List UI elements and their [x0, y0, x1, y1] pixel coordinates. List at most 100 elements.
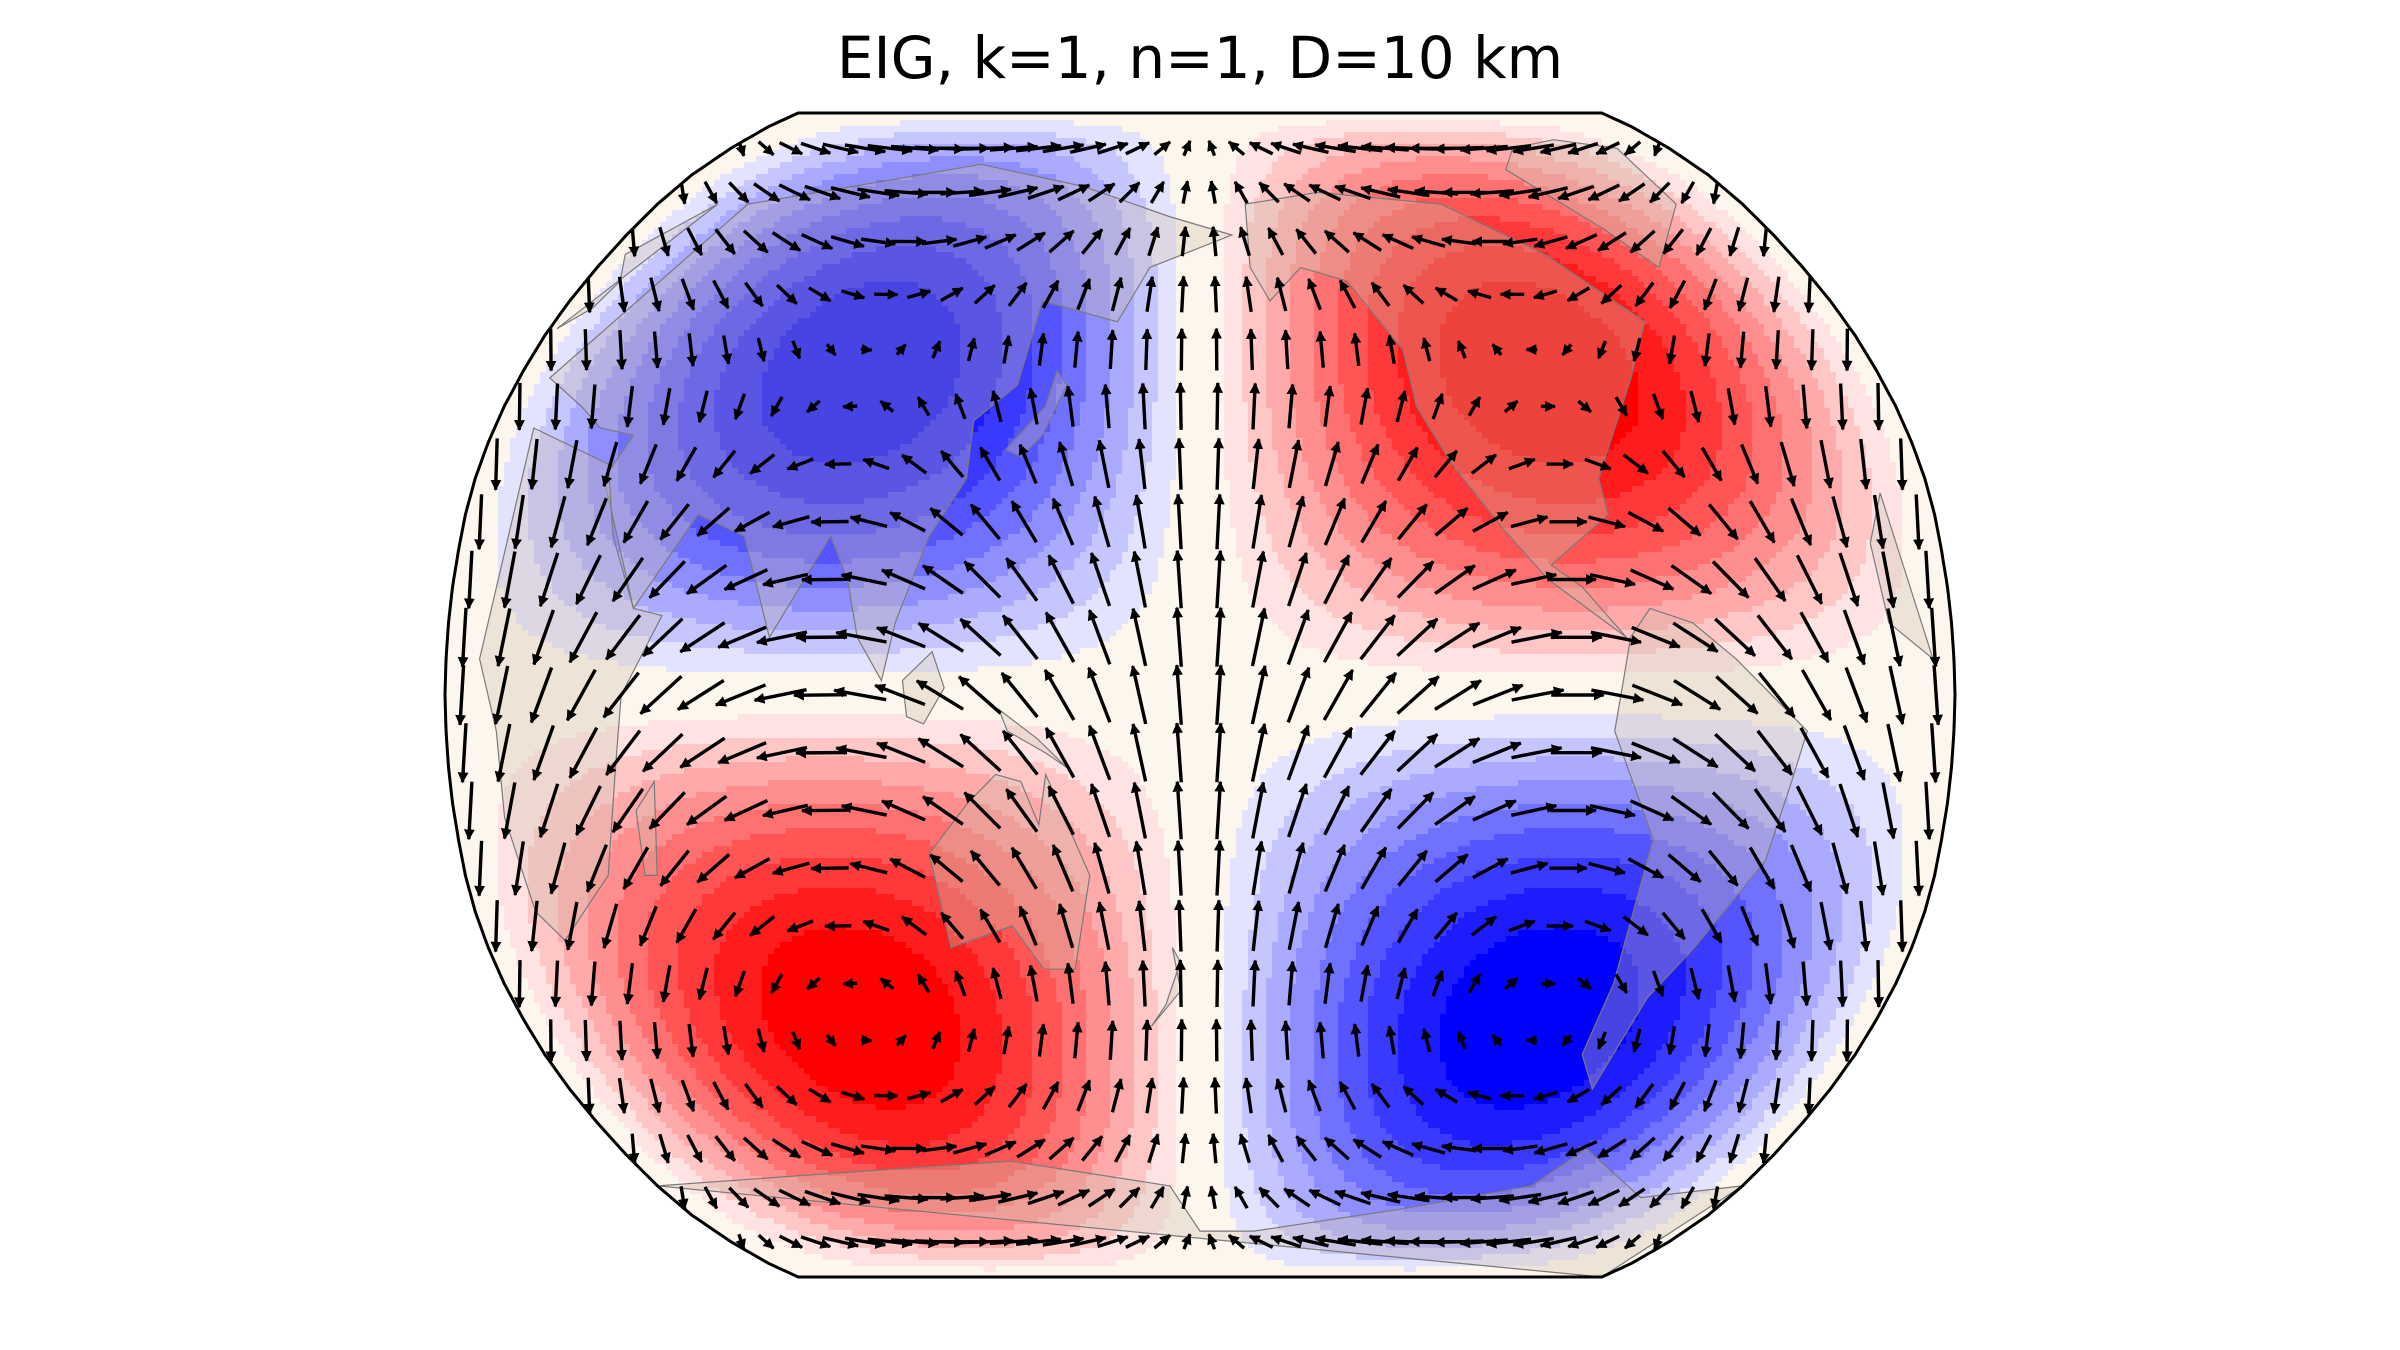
wind-arrow — [1661, 911, 1686, 941]
wind-arrow — [1631, 683, 1684, 707]
wind-arrow — [1831, 842, 1850, 895]
map-title: EIG, k=1, n=1, D=10 km — [837, 24, 1563, 92]
wind-arrow — [1173, 839, 1184, 896]
wind-arrow — [1799, 611, 1830, 664]
wind-arrow — [1726, 965, 1739, 1003]
wind-arrow — [1584, 457, 1612, 471]
wind-arrow — [457, 723, 469, 784]
wind-arrow — [1715, 675, 1759, 715]
wind-arrow — [1172, 722, 1184, 783]
wind-arrow — [1015, 141, 1062, 153]
wind-arrow — [1434, 564, 1476, 595]
wind-arrow — [1648, 181, 1671, 204]
wind-arrow — [867, 144, 914, 156]
wind-arrow — [1651, 970, 1665, 998]
wind-arrow — [842, 400, 858, 412]
wind-arrow — [616, 1020, 627, 1061]
wind-arrow — [1629, 1136, 1656, 1161]
wind-arrow — [1595, 141, 1621, 156]
wind-arrow — [1667, 506, 1702, 537]
wind-arrow — [1036, 332, 1048, 366]
wind-arrow — [1803, 1077, 1815, 1115]
wind-arrow — [583, 1077, 595, 1115]
wind-arrow — [1283, 182, 1311, 203]
wind-arrow — [1106, 1019, 1118, 1060]
land-africa — [1869, 492, 1935, 661]
wind-arrow — [1172, 664, 1183, 725]
wind-arrow — [1789, 497, 1813, 547]
wind-arrow — [1177, 1076, 1189, 1114]
wind-arrow — [840, 802, 888, 817]
wind-arrow — [1597, 340, 1608, 360]
wind-arrow — [1702, 1079, 1718, 1113]
wind-arrow — [712, 279, 730, 310]
wind-arrow — [1714, 617, 1757, 657]
wind-arrow — [649, 277, 663, 313]
wind-arrow — [879, 977, 895, 991]
wind-arrow — [973, 284, 996, 305]
wind-arrow — [1322, 726, 1354, 779]
wind-arrow — [1334, 1189, 1372, 1206]
wind-arrow — [1689, 390, 1702, 424]
wind-arrow — [1567, 1235, 1599, 1249]
wind-arrow — [1015, 1234, 1062, 1246]
wind-arrow — [1881, 551, 1898, 609]
wind-arrow — [1510, 860, 1549, 875]
wind-arrow — [1680, 180, 1696, 205]
wind-arrow — [1472, 799, 1517, 822]
wind-arrow — [1396, 617, 1439, 657]
wind-arrow — [1207, 180, 1219, 204]
wind-arrow — [1334, 184, 1372, 201]
wind-arrow — [875, 741, 926, 764]
wind-arrow — [1172, 606, 1184, 667]
wind-arrow — [1923, 550, 1935, 610]
wind-arrow — [1800, 669, 1833, 722]
wind-arrow — [973, 1085, 996, 1106]
wind-vectors — [455, 139, 1943, 1251]
wind-arrow — [844, 1236, 887, 1249]
wind-arrow — [548, 495, 567, 549]
wind-arrow — [1359, 387, 1372, 425]
wind-arrow — [786, 457, 814, 471]
wind-arrow — [1005, 788, 1039, 833]
wind-arrow — [906, 1089, 932, 1101]
wind-arrow — [1748, 846, 1776, 890]
wind-arrow — [1018, 443, 1038, 485]
wind-arrow — [1041, 279, 1060, 309]
wind-arrow — [1250, 722, 1268, 782]
wind-arrow — [931, 1030, 942, 1050]
wind-arrow — [1726, 387, 1739, 426]
wind-arrow — [889, 857, 926, 879]
wind-arrow — [1114, 227, 1132, 256]
wind-arrow — [1838, 783, 1860, 839]
wind-arrow — [989, 1235, 1039, 1247]
wind-arrow — [1727, 1133, 1741, 1164]
wind-arrow — [1179, 1132, 1190, 1164]
wind-arrow — [1323, 554, 1351, 605]
wind-arrow — [1280, 1019, 1292, 1060]
wind-arrow — [1764, 385, 1775, 428]
wind-arrow — [1397, 849, 1429, 887]
wind-arrow — [1709, 1186, 1721, 1210]
wind-arrow — [940, 1087, 964, 1104]
wind-arrow — [686, 227, 704, 256]
wind-arrow — [1769, 276, 1781, 313]
wind-arrow — [1533, 1142, 1568, 1156]
wind-arrow — [795, 747, 848, 759]
wind-arrow — [1434, 1087, 1459, 1104]
wind-arrow — [527, 438, 539, 491]
wind-arrow — [1001, 334, 1013, 364]
wind-arrow — [1566, 1087, 1591, 1104]
wind-arrow — [1567, 141, 1599, 156]
wind-arrow — [1434, 795, 1476, 826]
wind-arrow — [1212, 381, 1224, 430]
wind-arrow — [1087, 609, 1112, 665]
wind-arrow — [1561, 1034, 1573, 1047]
wind-arrow — [1042, 1234, 1085, 1247]
wind-arrow — [1881, 782, 1898, 840]
wind-arrow — [1627, 510, 1665, 533]
wind-arrow — [1007, 1083, 1028, 1109]
wind-arrow — [810, 516, 849, 528]
wind-arrow — [771, 231, 802, 252]
wind-arrow — [1672, 736, 1719, 769]
